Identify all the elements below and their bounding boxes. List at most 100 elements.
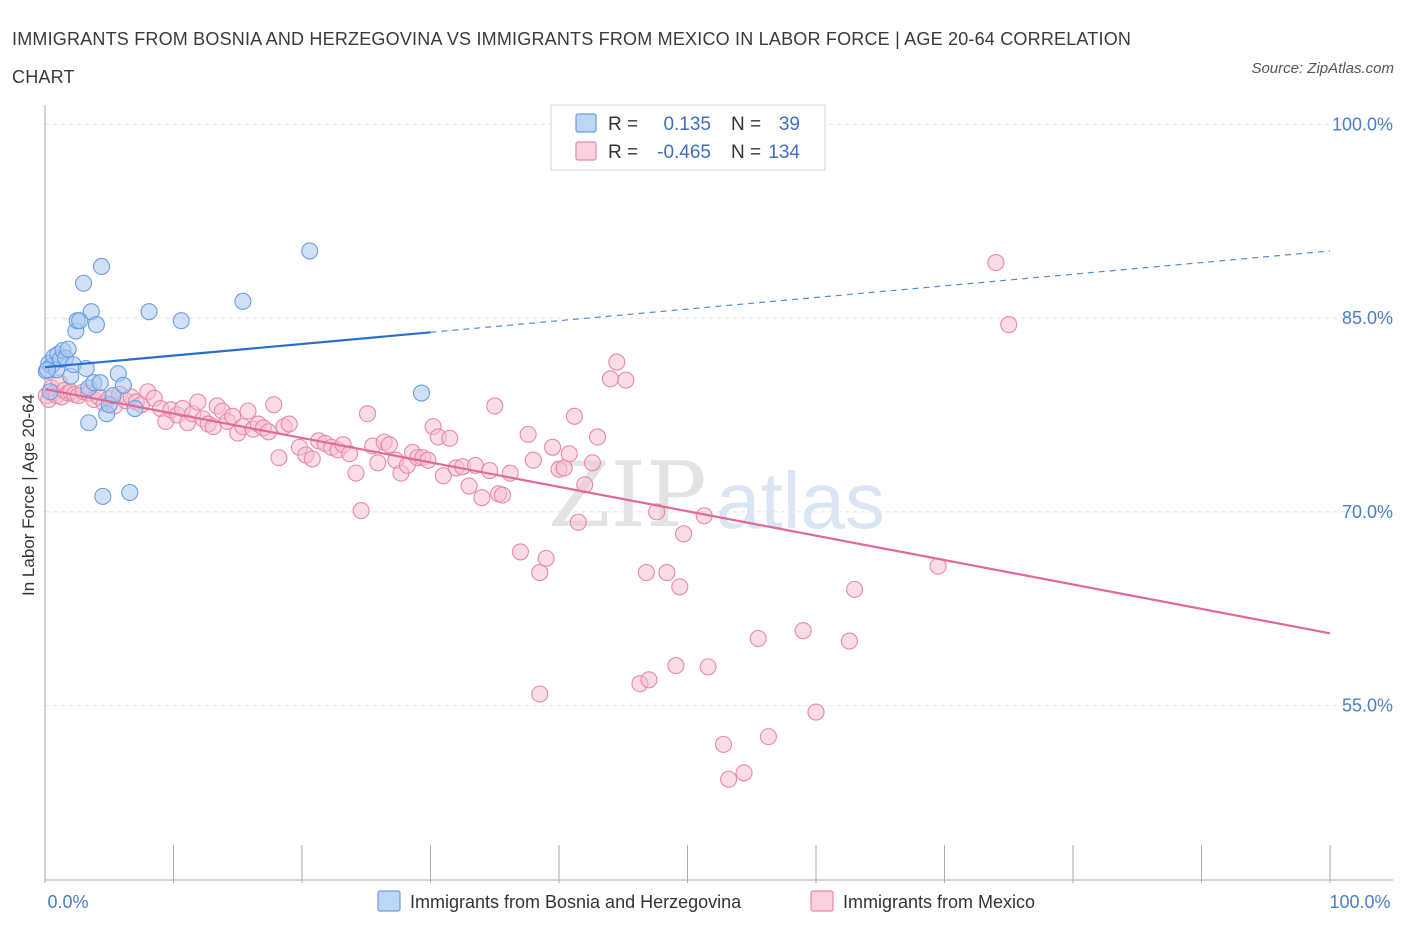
x-tick-label: 0.0%	[47, 892, 88, 912]
mexico-point	[189, 393, 207, 411]
axes-layer	[44, 105, 1393, 883]
legend-r-label-bosnia: R =	[608, 114, 638, 135]
legend-swatch-bosnia	[575, 113, 597, 133]
bosnia-point	[301, 242, 319, 260]
mexico-point	[358, 405, 377, 423]
bosnia-point	[234, 292, 252, 310]
bosnia-trend-line	[44, 331, 431, 369]
bosnia-point	[91, 374, 109, 392]
mexico-point	[239, 402, 257, 420]
mexico-point	[671, 578, 689, 596]
legend-r-label-mexico: R =	[608, 142, 638, 163]
bosnia-point	[92, 257, 111, 276]
x-tick-label: 100.0%	[1329, 892, 1390, 912]
mexico-point	[588, 428, 607, 446]
mexico-point	[555, 459, 573, 477]
legend: R = 0.135 N = 39 R = -0.465 N = 134	[550, 104, 826, 171]
y-axis-label: In Labor Force | Age 20-64	[19, 394, 38, 596]
mexico-point	[1000, 316, 1018, 334]
legend-r-value-bosnia: 0.135	[663, 114, 711, 135]
mexico-point	[369, 454, 387, 472]
source-credit: Source: ZipAtlas.com	[1251, 60, 1394, 77]
legend-r-value-mexico: -0.465	[657, 142, 711, 163]
bosnia-point	[126, 399, 144, 418]
bottom-legend: Immigrants from Bosnia and Herzegovina I…	[377, 890, 1035, 912]
mexico-point	[658, 564, 676, 582]
y-tick-label: 85.0%	[1342, 308, 1393, 328]
mexico-point	[486, 397, 504, 415]
mexico-point	[845, 580, 864, 598]
bosnia-point	[75, 274, 93, 292]
mexico-point	[608, 353, 626, 371]
mexico-point	[714, 735, 733, 753]
mexico-point	[699, 658, 717, 676]
mexico-point	[640, 671, 658, 689]
bosnia-point	[140, 303, 158, 321]
mexico-point	[280, 415, 298, 433]
mexico-point	[667, 657, 685, 675]
bosnia-point	[114, 376, 132, 394]
mexico-point	[434, 467, 452, 485]
bosnia-point	[104, 387, 122, 405]
mexico-point	[637, 564, 655, 582]
watermark-atlas: atlas	[716, 456, 885, 545]
legend-n-value-bosnia: 39	[779, 114, 800, 135]
mexico-point	[601, 370, 619, 388]
bottom-legend-label-mexico: Immigrants from Mexico	[843, 892, 1035, 912]
mexico-point	[270, 449, 288, 467]
mexico-point	[537, 549, 555, 567]
bosnia-point	[39, 361, 57, 379]
y-tick-label: 70.0%	[1342, 502, 1393, 522]
y-tick-label: 55.0%	[1342, 696, 1393, 716]
mexico-point	[531, 564, 549, 582]
legend-n-value-mexico: 134	[768, 142, 800, 163]
bosnia-point	[172, 312, 190, 330]
mexico-point	[524, 451, 542, 469]
mexico-point	[560, 445, 578, 463]
bosnia-trend-extension	[430, 250, 1331, 333]
bosnia-point	[59, 340, 77, 358]
bosnia-point	[87, 316, 105, 334]
mexico-point	[583, 454, 601, 472]
mexico-point	[794, 622, 812, 640]
bosnia-point	[412, 384, 431, 402]
legend-swatch-mexico	[575, 141, 597, 161]
mexico-point	[720, 770, 738, 788]
mexico-trend-line	[44, 388, 1331, 635]
mexico-point	[265, 396, 283, 414]
mexico-point	[481, 461, 499, 480]
mexico-point	[759, 728, 778, 746]
trend-layer	[44, 250, 1331, 635]
legend-box	[550, 104, 826, 171]
mexico-point	[347, 464, 365, 482]
mexico-point	[441, 429, 459, 447]
bottom-legend-swatch-mexico	[810, 890, 834, 912]
y-tick-label: 100.0%	[1332, 114, 1393, 134]
mexico-point	[519, 425, 537, 443]
bosnia-point	[80, 414, 98, 432]
mexico-point	[544, 438, 562, 456]
bosnia-point	[121, 483, 139, 502]
mexico-point	[340, 445, 359, 463]
mexico-point	[565, 407, 583, 425]
mexico-point	[648, 503, 666, 521]
mexico-point	[303, 450, 321, 468]
mexico-point	[352, 502, 370, 520]
tick-labels-layer: 55.0% 70.0% 85.0% 100.0% 0.0% 100.0%	[47, 114, 1393, 912]
bottom-legend-swatch-bosnia	[377, 890, 401, 912]
mexico-point	[569, 513, 587, 531]
mexico-point	[531, 685, 549, 703]
legend-n-label-mexico: N =	[731, 142, 761, 163]
mexico-point	[473, 489, 491, 507]
bottom-legend-label-bosnia: Immigrants from Bosnia and Herzegovina	[410, 892, 742, 912]
legend-n-label-bosnia: N =	[731, 114, 761, 135]
mexico-point	[987, 254, 1005, 272]
chart-title: IMMIGRANTS FROM BOSNIA AND HERZEGOVINA V…	[12, 29, 1132, 87]
bosnia-point	[71, 312, 89, 330]
mexico-point	[460, 477, 478, 495]
mexico-point	[840, 632, 858, 650]
mexico-point	[617, 371, 635, 389]
mexico-point	[735, 764, 753, 782]
mexico-point	[807, 703, 825, 721]
